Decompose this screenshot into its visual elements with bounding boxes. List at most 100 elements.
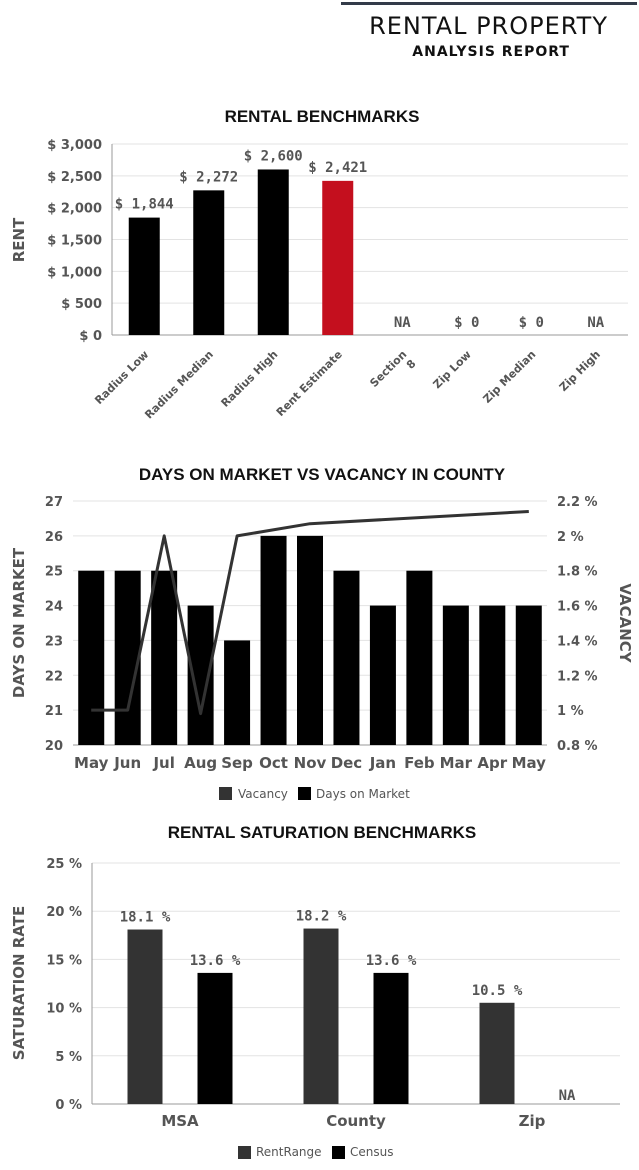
legend-label: Census [350,1145,393,1159]
x-tick-label: Dec [331,754,363,772]
x-tick-label: Oct [259,754,288,772]
legend-swatch [332,1146,345,1159]
bar [224,640,251,745]
y-tick-label: $ 1,000 [47,265,102,280]
data-label: 18.1 % [120,910,171,926]
data-label: $ 2,272 [179,169,238,185]
data-label: $ 0 [519,315,544,331]
y2-tick-label: 2.2 % [557,495,598,510]
data-label: 13.6 % [366,953,417,969]
y2-tick-label: 1.8 % [557,565,598,580]
bar [297,535,323,745]
y-tick-label: $ 500 [61,297,102,312]
header-rule [341,2,637,5]
x-tick-label: County [326,1112,386,1130]
x-tick-label: Apr [477,754,507,772]
x-tick-label: Feb [404,754,435,772]
x-tick-label: Sep [221,754,253,772]
bar [128,217,160,335]
y-tick-label: 20 % [46,905,82,920]
y-tick-label: $ 3,000 [47,138,102,153]
legend-swatch [238,1146,251,1159]
y-tick-label: 23 [45,634,63,649]
x-tick-label: May [512,754,547,772]
x-tick-label: Radius Median [142,348,216,422]
x-tick-label: Zip High [557,348,603,394]
data-label: $ 0 [454,315,479,331]
x-tick-label: Radius High [219,348,281,410]
legend-swatch [219,787,232,800]
y-tick-label: 27 [45,495,63,510]
y2-tick-label: 1.6 % [557,600,598,615]
bar [479,605,506,745]
data-label: NA [559,1088,576,1104]
data-label: 18.2 % [296,909,347,925]
x-tick-label-line: 8 [404,357,419,372]
bar [193,190,225,335]
x-tick-label: Zip [519,1112,546,1130]
y-tick-label: 15 % [46,953,82,968]
y-axis-label: RENT [10,217,28,262]
y-tick-label: 21 [45,704,63,719]
y2-axis-label: VACANCY [616,583,634,663]
y-tick-label: $ 2,000 [47,202,102,217]
y2-tick-label: 0.8 % [557,739,598,754]
x-tick-label: Jul [152,754,174,772]
x-tick-label: Radius Low [92,348,151,407]
y2-tick-label: 1.2 % [557,669,598,684]
x-tick-label: Mar [440,754,473,772]
bar [260,535,287,745]
x-tick-label-line: Section [367,348,409,390]
bar [369,605,396,745]
y-tick-label: $ 1,500 [47,234,102,249]
data-label: NA [394,315,411,331]
y-tick-label: 20 [45,739,63,754]
chart-title: RENTAL BENCHMARKS [225,107,420,126]
y-tick-label: 5 % [55,1050,82,1065]
y-tick-label: 10 % [46,1002,82,1017]
bar [442,605,469,745]
x-tick-label: Nov [294,754,327,772]
y2-tick-label: 1 % [557,704,584,719]
y-tick-label: $ 0 [79,329,102,344]
y-tick-label: 22 [45,669,63,684]
y-tick-label: 24 [45,600,63,615]
y-axis-label: SATURATION RATE [10,906,28,1060]
x-tick-label: Zip Median [481,348,539,406]
bar [197,972,233,1104]
bar [151,570,178,745]
chart-title: RENTAL SATURATION BENCHMARKS [168,823,477,842]
bar [303,928,339,1104]
legend-label: Days on Market [316,787,410,801]
y2-tick-label: 1.4 % [557,634,598,649]
chart-title: DAYS ON MARKET VS VACANCY IN COUNTY [139,465,506,484]
bar [78,570,105,745]
legend-label: RentRange [256,1145,322,1159]
data-label: $ 1,844 [115,197,174,213]
data-label: $ 2,421 [308,160,367,176]
legend-swatch [298,787,311,800]
x-tick-label: May [74,754,109,772]
bar [515,605,542,745]
bar [257,169,289,335]
y-tick-label: $ 2,500 [47,170,102,185]
x-tick-label: Aug [184,754,217,772]
y-tick-label: 0 % [55,1098,82,1113]
bar [333,570,360,745]
x-tick-label: MSA [161,1112,199,1130]
bar [322,180,354,335]
y-tick-label: 26 [45,530,63,545]
bar [479,1002,515,1104]
vacancy-line [91,510,529,716]
bar [373,972,409,1104]
y-tick-label: 25 % [46,857,82,872]
bar [127,929,163,1104]
bar [114,570,141,745]
report-title: RENTAL PROPERTY [369,12,608,40]
x-tick-label: Jan [369,754,396,772]
data-label: NA [587,315,604,331]
y2-tick-label: 2 % [557,530,584,545]
x-tick-label: Section8 [367,348,418,399]
y-tick-label: 25 [45,565,63,580]
